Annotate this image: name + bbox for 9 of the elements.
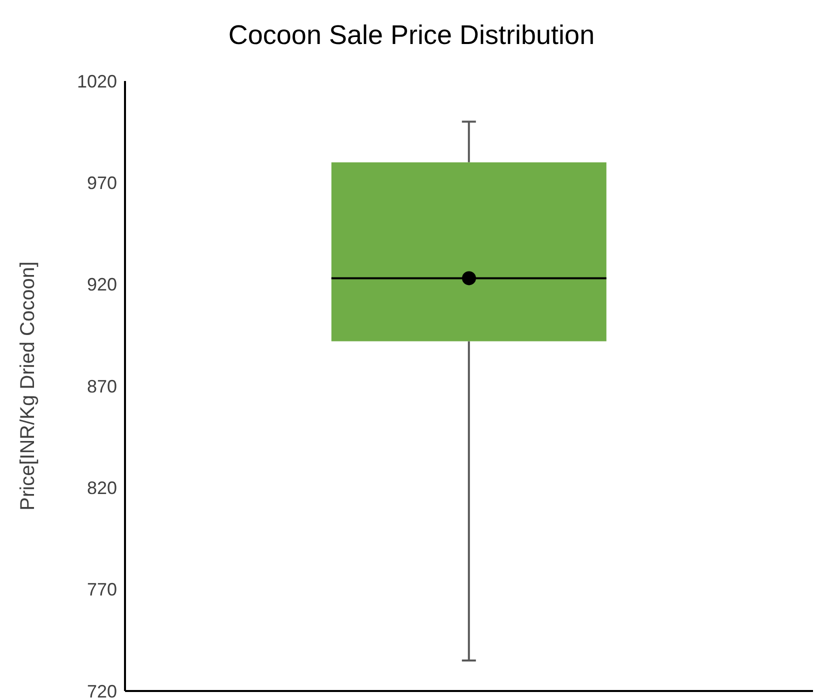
y-tick-label: 920 <box>86 274 117 295</box>
y-tick-label: 720 <box>86 681 117 700</box>
y-tick-label: 870 <box>86 376 117 396</box>
y-tick-label: 970 <box>86 173 117 194</box>
chart-title: Cocoon Sale Price Distribution <box>227 20 596 51</box>
y-tick-label: 1020 <box>76 71 117 92</box>
y-tick-label: 820 <box>86 478 117 498</box>
y-tick-label: 770 <box>86 580 117 600</box>
y-axis-title: Price[INR/Kg Dried Cocoon] <box>17 262 40 510</box>
